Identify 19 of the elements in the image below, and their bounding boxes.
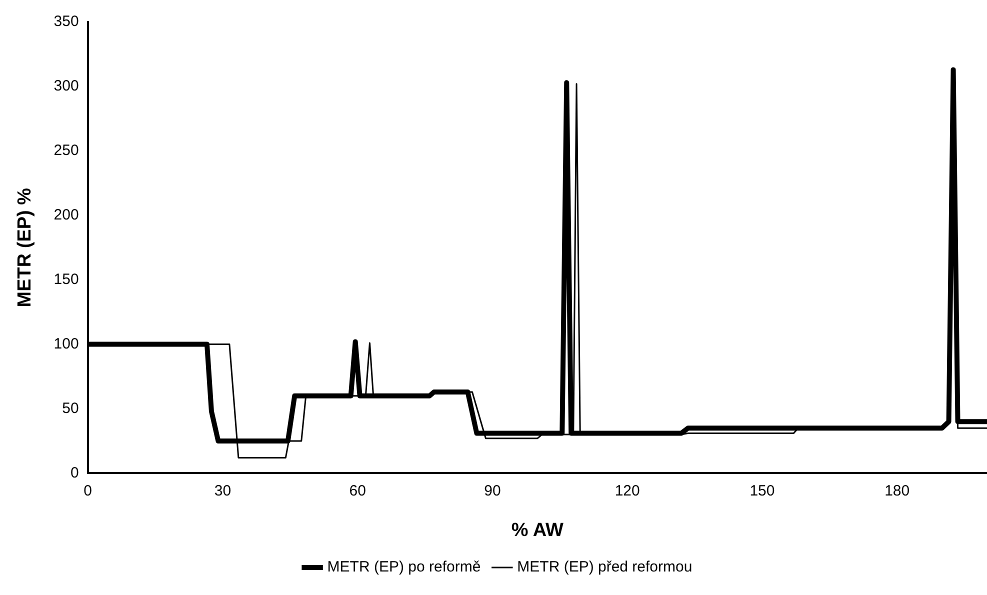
x-tick-label: 30 xyxy=(214,482,232,500)
x-tick-label: 150 xyxy=(750,482,775,500)
legend-label: METR (EP) před reformou xyxy=(517,558,692,576)
x-tick-label: 90 xyxy=(484,482,501,500)
x-axis-title: % AW xyxy=(511,520,564,541)
y-tick-label: 50 xyxy=(62,400,79,417)
x-tick-label: 120 xyxy=(614,482,640,500)
y-tick-label: 100 xyxy=(54,335,79,352)
y-axis-title: METR (EP) % xyxy=(14,188,36,308)
y-tick-label: 300 xyxy=(54,78,79,95)
x-tick-label: 60 xyxy=(349,482,366,500)
y-tick-label: 0 xyxy=(70,464,79,482)
y-tick-label: 150 xyxy=(54,270,79,288)
legend-label: METR (EP) po reformě xyxy=(327,558,481,576)
y-tick-label: 200 xyxy=(54,206,79,224)
x-tick-label: 0 xyxy=(84,482,92,500)
x-tick-label: 180 xyxy=(884,482,910,500)
y-tick-label: 350 xyxy=(54,13,79,30)
y-tick-label: 250 xyxy=(54,142,79,160)
